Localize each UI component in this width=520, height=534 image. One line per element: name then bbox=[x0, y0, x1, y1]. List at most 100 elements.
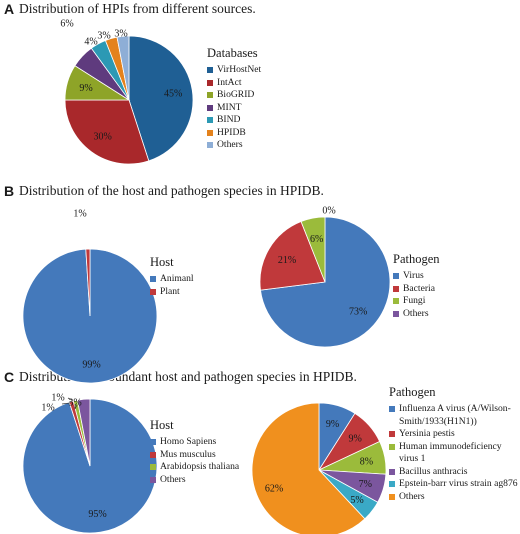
data-label: 8% bbox=[360, 457, 373, 468]
legend-swatch bbox=[393, 273, 399, 279]
legend-swatch bbox=[207, 117, 213, 123]
data-label: 3% bbox=[114, 29, 127, 40]
legend-swatch bbox=[207, 92, 213, 98]
data-label: 62% bbox=[265, 483, 283, 494]
data-label: 95% bbox=[88, 509, 106, 520]
legend-item: Others bbox=[393, 308, 503, 321]
legend-pathogen: Pathogen Virus Bacteria Fungi Others bbox=[393, 252, 503, 320]
pie-slice bbox=[300, 216, 326, 283]
legend-item: Yersinia pestis bbox=[389, 428, 519, 441]
legend-abundant-host: Host Homo Sapiens Mus musculus Arabidopsis… bbox=[150, 418, 265, 486]
legend-item: Plant bbox=[150, 286, 245, 299]
data-label: 1% bbox=[73, 209, 86, 220]
pie-slice bbox=[85, 248, 91, 317]
legend-swatch bbox=[389, 493, 395, 500]
legend-swatch bbox=[393, 298, 399, 304]
panel-b-letter: B bbox=[4, 183, 15, 199]
pie-slice bbox=[259, 221, 326, 291]
legend-label: Mus musculus bbox=[160, 448, 216, 460]
legend-swatch bbox=[150, 451, 156, 458]
data-label: 4% bbox=[84, 37, 97, 48]
legend-swatch bbox=[389, 443, 395, 450]
legend-swatch bbox=[150, 464, 156, 470]
legend-item: Fungi bbox=[393, 295, 503, 308]
panel-a-title: Distribution of HPIs from different sour… bbox=[19, 1, 256, 16]
pie-slice bbox=[76, 398, 91, 467]
legend-swatch bbox=[207, 67, 213, 73]
legend-databases: Databases VirHostNet IntAct BioGRID MINT BIN… bbox=[207, 46, 317, 152]
data-label: 7% bbox=[359, 479, 372, 490]
legend-swatch bbox=[207, 129, 213, 136]
legend-label: Others bbox=[399, 490, 425, 502]
legend-swatch bbox=[207, 142, 213, 148]
pie-slice bbox=[64, 99, 150, 165]
legend-label: MINT bbox=[217, 101, 242, 113]
legend-item: Homo Sapiens bbox=[150, 436, 265, 449]
panel-b-title: Distribution of the host and pathogen sp… bbox=[19, 183, 324, 198]
legend-label: Others bbox=[217, 139, 243, 150]
legend-title: Pathogen bbox=[389, 385, 436, 399]
pie-slice bbox=[128, 35, 194, 162]
data-label: 0% bbox=[322, 206, 335, 217]
panel-c-letter: C bbox=[4, 369, 15, 385]
legend-label: Bacillus anthracis bbox=[399, 465, 468, 477]
leader-line bbox=[74, 404, 78, 410]
legend-label: Human immunodeficiency virus 1 bbox=[399, 440, 502, 465]
legend-label: Homo Sapiens bbox=[160, 436, 217, 447]
legend-label: Plant bbox=[160, 285, 180, 297]
legend-item: Arabidopsis thaliana bbox=[150, 461, 265, 474]
legend-label: BIND bbox=[217, 114, 241, 125]
legend-swatch bbox=[393, 310, 399, 317]
legend-swatch bbox=[393, 285, 399, 292]
legend-item: HPIDB bbox=[207, 127, 317, 140]
data-label: 3% bbox=[68, 398, 81, 409]
legend-item: Human immunodeficiency virus 1 bbox=[389, 441, 519, 466]
legend-item: Mus musculus bbox=[150, 449, 265, 462]
data-label: 21% bbox=[278, 255, 296, 266]
pie-databases: 45%30%9%6%4%3% 3% bbox=[60, 19, 194, 165]
legend-swatch bbox=[150, 288, 156, 295]
legend-item: BIND bbox=[207, 114, 317, 127]
legend-label: HPIDB bbox=[217, 126, 246, 138]
data-label: 6% bbox=[310, 234, 323, 245]
legend-label: Fungi bbox=[403, 295, 426, 306]
legend-item: BioGRID bbox=[207, 89, 317, 102]
data-label: 1% bbox=[51, 393, 64, 404]
legend-label: Others bbox=[403, 307, 429, 319]
data-label: 5% bbox=[350, 495, 363, 506]
legend-label: Yersinia pestis bbox=[399, 428, 455, 439]
legend-swatch bbox=[207, 104, 213, 111]
legend-swatch bbox=[389, 406, 395, 412]
legend-abundant-pathogen: Pathogen Influenza A virus (A/Wilson-Smi… bbox=[389, 385, 519, 503]
legend-item: Others bbox=[389, 491, 519, 504]
data-label: 45% bbox=[164, 89, 182, 100]
legend-item: MINT bbox=[207, 102, 317, 115]
data-label: 30% bbox=[94, 132, 112, 143]
legend-label: Epstein-barr virus strain ag876 bbox=[399, 478, 518, 489]
legend-label: Arabidopsis thaliana bbox=[160, 461, 240, 472]
legend-host: Host Animanl Plant bbox=[150, 255, 245, 298]
legend-label: Bacteria bbox=[403, 282, 435, 294]
legend-swatch bbox=[150, 476, 156, 483]
legend-swatch bbox=[150, 439, 156, 445]
legend-item: Others bbox=[150, 474, 265, 487]
data-label: 3% bbox=[97, 31, 110, 42]
data-label: 9% bbox=[349, 434, 362, 445]
data-label: 1% bbox=[41, 403, 54, 414]
data-label: 9% bbox=[326, 419, 339, 430]
leader-line bbox=[67, 397, 73, 401]
legend-item: Influenza A virus (A/Wilson-Smith/1933(H… bbox=[389, 403, 519, 428]
legend-item: Animanl bbox=[150, 273, 245, 286]
pie-abundant-host: 95% 1%1% 3% bbox=[22, 393, 158, 534]
legend-swatch bbox=[389, 481, 395, 487]
legend-title: Databases bbox=[207, 46, 258, 60]
panel-a-letter: A bbox=[4, 1, 15, 17]
legend-swatch bbox=[389, 468, 395, 475]
legend-swatch bbox=[389, 431, 395, 437]
legend-title: Host bbox=[150, 418, 174, 432]
data-label: 99% bbox=[82, 360, 100, 371]
legend-title: Pathogen bbox=[393, 252, 440, 266]
legend-item: Others bbox=[207, 139, 317, 152]
legend-item: IntAct bbox=[207, 77, 317, 90]
